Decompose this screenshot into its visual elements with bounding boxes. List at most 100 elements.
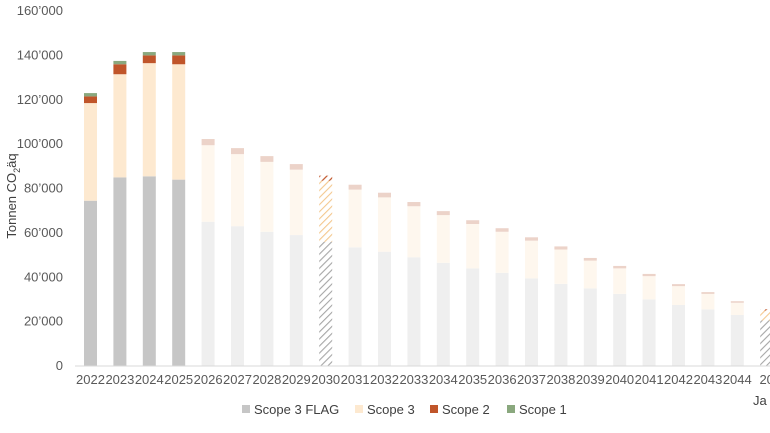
x-tick-label: 2025 [164, 372, 193, 387]
bar-segment-scope-3-flag-2028 [260, 231, 274, 366]
bars-group [84, 52, 770, 367]
bar-segment-scope-2-2023 [113, 64, 127, 75]
bar-segment-scope-2-2039 [583, 257, 597, 261]
bar-segment-scope-1-2025 [172, 52, 186, 56]
bar-segment-scope-3-2031 [348, 189, 362, 248]
bar-segment-scope-2-2043 [701, 292, 715, 294]
bar-segment-scope-3-2040 [613, 268, 627, 294]
legend-label-scope-2: Scope 2 [442, 402, 490, 417]
x-tick-label: 2027 [223, 372, 252, 387]
bar-segment-scope-3-flag-2038 [554, 283, 568, 366]
bar-segment-scope-2-2031 [348, 184, 362, 190]
x-tick-label: 2038 [546, 372, 575, 387]
x-tick-label: 2022 [76, 372, 105, 387]
legend-label-scope-3: Scope 3 [367, 402, 415, 417]
bar-segment-scope-3-flag-2039 [583, 288, 597, 366]
x-tick-label: 2024 [135, 372, 164, 387]
bar-segment-scope-2-2038 [554, 246, 568, 250]
bar-segment-scope-1-2022 [84, 93, 97, 97]
bar-segment-scope-2-2032 [378, 192, 391, 198]
x-tick-label: 2039 [576, 372, 605, 387]
bar-segment-scope-2-2029 [289, 164, 303, 170]
bar-segment-scope-2-2026 [201, 139, 215, 146]
bar-segment-scope-3-flag-2045 [760, 320, 770, 366]
x-tick-label: 2033 [399, 372, 428, 387]
x-tick-label: 2026 [194, 372, 223, 387]
bar-segment-scope-3-flag-2032 [378, 251, 391, 366]
bar-segment-scope-1-2023 [113, 60, 127, 65]
bar-segment-scope-3-flag-2034 [436, 262, 450, 366]
y-tick-label: 60’000 [24, 225, 63, 240]
bar-segment-scope-3-2030 [319, 180, 333, 242]
x-axis-title: Ja [753, 393, 768, 408]
bar-segment-scope-2-2028 [260, 156, 274, 162]
bar-segment-scope-3-flag-2025 [172, 179, 186, 367]
bar-segment-scope-3-2039 [583, 260, 597, 289]
bar-segment-scope-3-2038 [554, 249, 568, 284]
legend-swatch-scope-1 [507, 405, 515, 413]
bar-segment-scope-3-2041 [642, 276, 656, 300]
x-tick-label: 2037 [517, 372, 546, 387]
bar-segment-scope-2-2040 [613, 265, 627, 269]
x-axis: 2022 2023 2024 2025 2026 2027 2028 2029 2030 2031… [76, 372, 770, 387]
bar-segment-scope-2-2030 [319, 175, 333, 181]
bar-segment-scope-3-flag-2022 [84, 200, 97, 366]
bar-segment-scope-2-2035 [466, 220, 480, 224]
bar-segment-scope-3-2042 [672, 286, 685, 305]
bar-segment-scope-2-2027 [231, 148, 244, 155]
bar-segment-scope-3-2033 [407, 206, 421, 258]
x-tick-label: 2028 [252, 372, 281, 387]
y-tick-label: 160’000 [17, 3, 63, 18]
bar-segment-scope-2-2044 [730, 301, 744, 303]
legend-label-scope-3-flag: Scope 3 FLAG [254, 402, 339, 417]
y-tick-label: 0 [56, 358, 63, 373]
legend-swatch-scope-3-flag [242, 405, 250, 413]
bar-segment-scope-3-2026 [201, 145, 215, 222]
legend-swatch-scope-2 [430, 405, 438, 413]
y-tick-label: 20’000 [24, 314, 63, 329]
y-tick-label: 100’000 [17, 136, 63, 151]
x-tick-label: 2042 [664, 372, 693, 387]
legend-label-scope-1: Scope 1 [519, 402, 567, 417]
bar-segment-scope-2-2041 [642, 273, 656, 277]
x-tick-label: 2029 [282, 372, 311, 387]
y-tick-label: 80’000 [24, 181, 63, 196]
bar-segment-scope-3-2025 [172, 64, 186, 180]
x-tick-label: 2023 [105, 372, 134, 387]
legend-swatch-scope-3 [355, 405, 363, 413]
bar-segment-scope-2-2033 [407, 202, 421, 207]
y-tick-label: 120’000 [17, 92, 63, 107]
bar-segment-scope-2-2045 [760, 309, 770, 311]
legend: Scope 3 FLAG Scope 3 Scope 2 Scope 1 [242, 402, 567, 417]
x-tick-label: 2035 [458, 372, 487, 387]
bar-segment-scope-2-2022 [84, 96, 97, 104]
bar-segment-scope-2-2025 [172, 55, 186, 65]
bar-segment-scope-3-flag-2041 [642, 299, 656, 366]
bar-segment-scope-3-2027 [231, 154, 244, 227]
bar-segment-scope-3-flag-2043 [701, 309, 715, 366]
x-tick-label: 2041 [635, 372, 664, 387]
bar-segment-scope-3-flag-2026 [201, 221, 215, 366]
x-tick-label: 2031 [341, 372, 370, 387]
bar-segment-scope-3-flag-2036 [495, 272, 509, 366]
bar-segment-scope-3-flag-2033 [407, 257, 421, 366]
bar-segment-scope-3-flag-2031 [348, 247, 362, 366]
bar-segment-scope-3-2023 [113, 74, 127, 178]
bar-segment-scope-3-flag-2024 [142, 176, 156, 366]
bar-segment-scope-3-flag-2035 [466, 268, 480, 367]
y-tick-label: 40’000 [24, 269, 63, 284]
y-axis-title: Tonnen CO2äq [4, 153, 22, 238]
bar-segment-scope-3-flag-2029 [289, 235, 303, 366]
x-tick-label: 2040 [605, 372, 634, 387]
bar-segment-scope-3-flag-2023 [113, 177, 127, 366]
bar-segment-scope-3-2036 [495, 231, 509, 273]
bar-segment-scope-2-2034 [436, 211, 450, 216]
bar-segment-scope-3-2045 [760, 310, 770, 321]
bar-segment-scope-3-flag-2030 [319, 241, 333, 366]
x-tick-label: 2043 [693, 372, 722, 387]
bar-segment-scope-3-2028 [260, 161, 274, 232]
bar-segment-scope-2-2037 [525, 237, 538, 241]
bar-segment-scope-3-2029 [289, 169, 303, 236]
bar-segment-scope-3-2034 [436, 215, 450, 263]
y-axis-title-main: Tonnen CO [4, 173, 19, 239]
